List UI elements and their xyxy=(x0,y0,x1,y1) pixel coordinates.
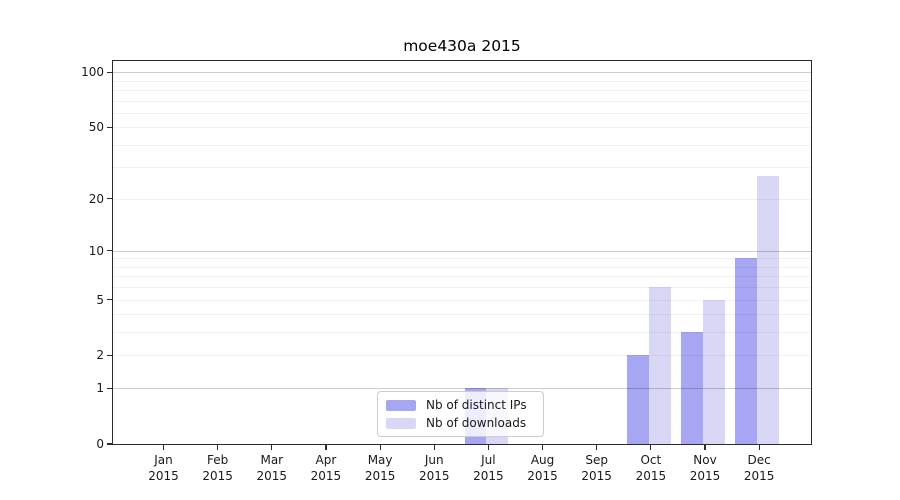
x-tick-label: Apr 2015 xyxy=(296,453,356,484)
x-tick-label-line: 2015 xyxy=(743,468,775,483)
x-tick-label-line: Aug xyxy=(530,453,555,467)
x-tick-label-line: Jan xyxy=(154,453,173,467)
bars-layer xyxy=(113,61,811,444)
y-tick-label: 0 xyxy=(96,437,104,451)
x-tick-mark xyxy=(379,445,381,450)
bar-downloads-10 xyxy=(703,299,725,444)
x-tick-mark xyxy=(217,445,219,450)
x-tick-label: Jan 2015 xyxy=(134,453,194,484)
y-tick-mark xyxy=(107,387,112,389)
x-tick-label: Sep 2015 xyxy=(567,453,627,484)
bar-downloads-11 xyxy=(757,175,779,444)
bar-ips-11 xyxy=(735,258,758,444)
y-tick-label: 10 xyxy=(88,243,104,258)
y-tick-label: 5 xyxy=(96,292,104,307)
legend-swatch-downloads-icon xyxy=(386,417,416,429)
x-tick-label-line: Jun xyxy=(424,453,444,467)
x-tick-label: Jul 2015 xyxy=(458,453,518,484)
x-tick-label-line: 2015 xyxy=(256,468,288,483)
y-tick-label: 20 xyxy=(88,191,104,206)
y-tick-mark xyxy=(107,299,112,301)
y-tick-mark xyxy=(107,71,112,73)
chart-title: moe430a 2015 xyxy=(403,37,521,55)
x-tick-label: Dec 2015 xyxy=(729,453,789,484)
x-tick-label-line: Sep xyxy=(585,453,608,467)
x-tick-label-line: Nov xyxy=(693,453,717,467)
y-tick-mark xyxy=(107,250,112,252)
x-tick-mark xyxy=(541,445,544,450)
x-tick-label-line: 2015 xyxy=(527,468,558,483)
y-tick-mark xyxy=(107,354,112,357)
bar-downloads-9 xyxy=(648,287,671,444)
x-tick-mark xyxy=(325,445,327,450)
x-tick-label-line: May xyxy=(367,453,393,467)
x-tick-label: Oct 2015 xyxy=(621,453,681,484)
x-tick-label-line: 2015 xyxy=(148,468,179,483)
y-tick-mark xyxy=(107,198,112,200)
plot-area xyxy=(112,60,812,445)
y-tick-mark xyxy=(107,443,112,445)
x-tick-label-line: 2015 xyxy=(581,468,612,483)
x-tick-label: Feb 2015 xyxy=(188,453,248,484)
legend-label-downloads: Nb of downloads xyxy=(426,416,527,430)
x-tick-mark xyxy=(596,445,598,450)
x-tick-label-line: 2015 xyxy=(473,468,504,483)
x-tick-mark xyxy=(704,445,706,450)
plot-inner xyxy=(113,61,811,444)
x-tick-mark xyxy=(487,445,489,450)
x-tick-label: May 2015 xyxy=(350,453,410,484)
x-tick-label: Nov 2015 xyxy=(675,453,735,484)
x-tick-label-line: 2015 xyxy=(364,468,396,483)
y-tick-label: 100 xyxy=(81,65,104,80)
x-tick-mark xyxy=(758,445,760,450)
legend-swatch-distinct-ips-icon xyxy=(386,399,416,411)
x-tick-mark xyxy=(650,445,652,450)
legend-item-downloads: Nb of downloads xyxy=(386,416,535,430)
x-tick-label-line: 2015 xyxy=(310,468,342,483)
x-tick-label-line: 2015 xyxy=(418,468,450,483)
x-tick-label-line: Mar xyxy=(260,453,284,467)
x-tick-mark xyxy=(271,445,273,450)
x-tick-label-line: Apr xyxy=(315,453,337,467)
x-tick-label: Jun 2015 xyxy=(404,453,464,484)
x-tick-mark xyxy=(433,445,435,450)
y-tick-label: 2 xyxy=(96,348,104,363)
x-tick-label: Mar 2015 xyxy=(242,453,302,484)
x-tick-label-line: 2015 xyxy=(202,468,233,483)
y-tick-label: 50 xyxy=(88,120,104,135)
x-tick-label-line: Oct xyxy=(640,453,662,467)
y-tick-mark xyxy=(107,126,112,128)
legend-label-distinct-ips: Nb of distinct IPs xyxy=(426,398,527,412)
x-tick-label: Aug 2015 xyxy=(513,453,573,484)
legend: Nb of distinct IPs Nb of downloads xyxy=(377,391,544,437)
x-tick-label-line: Jul xyxy=(481,453,496,467)
bar-ips-9 xyxy=(627,355,649,444)
x-tick-label-line: Feb xyxy=(207,453,229,467)
x-tick-label-line: 2015 xyxy=(689,468,721,483)
bar-ips-10 xyxy=(681,332,703,444)
y-tick-label: 1 xyxy=(96,381,104,396)
x-tick-mark xyxy=(162,445,165,450)
x-tick-label-line: 2015 xyxy=(635,468,667,483)
legend-item-distinct-ips: Nb of distinct IPs xyxy=(386,398,535,412)
x-tick-label-line: Dec xyxy=(747,453,771,467)
